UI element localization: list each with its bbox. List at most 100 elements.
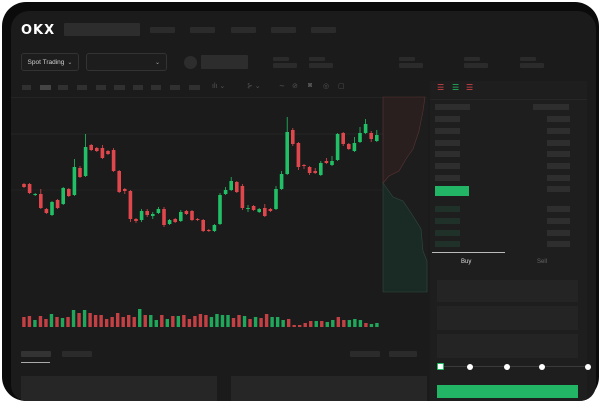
orderbook-header-amount [533,104,569,110]
slider-handle[interactable] [437,363,444,370]
timeframe-button[interactable] [22,85,31,90]
volume-bar [44,319,48,327]
volume-bar [209,317,214,327]
candle [235,181,239,193]
nav-item-1[interactable] [150,27,175,33]
bid-amount [547,241,570,247]
ask-price [435,116,460,122]
candle [347,143,351,150]
market-type-dropdown[interactable]: Spot Trading ⌄ [21,53,79,71]
candle-body [151,214,155,216]
nav-item-4[interactable] [271,27,296,33]
settings-icon[interactable]: ◎ [323,83,330,90]
candle-body [179,212,183,221]
timeframe-button[interactable] [96,85,106,90]
candle [184,210,189,215]
amount-input[interactable] [437,306,578,330]
wave-icon[interactable]: ∼ [279,83,285,90]
volume-bar [286,319,291,327]
filter-button[interactable] [350,351,380,357]
candle [156,207,161,214]
orderbook-buy-icon[interactable]: ☰ [452,83,460,92]
timeframe-button[interactable] [133,85,143,90]
stat-label [520,57,536,61]
volume-bar [314,321,318,327]
timeframe-button[interactable] [151,85,161,90]
orderbook-sell-icon[interactable]: ☰ [466,83,474,92]
candle-body [223,190,228,194]
fullscreen-icon[interactable]: ▢ [338,83,345,90]
timeframe-button[interactable] [170,85,180,90]
slider-track[interactable] [441,366,591,367]
candle-body [167,220,172,224]
slider-mark-75[interactable] [539,364,545,370]
candle [313,168,317,174]
volume-bar [309,321,313,327]
candlestick-chart[interactable] [11,11,431,341]
volume-bar [342,320,346,327]
candle-body [33,194,37,195]
ruler-icon[interactable]: ⊘ [292,83,298,90]
candle [274,186,278,210]
filter-button[interactable] [389,351,417,357]
ask-amount [547,175,570,181]
tab-indicator [21,362,50,363]
volume-bar [154,320,158,327]
slider-mark-50[interactable] [504,364,510,370]
candle [375,130,379,142]
search-bar[interactable] [64,23,140,36]
candle [22,183,26,188]
candle [251,205,256,211]
candle [302,164,306,169]
candle-body [319,163,323,175]
stat-value [520,63,544,68]
volume-bar [176,316,181,327]
candle [330,156,334,166]
app-screen: OKX Spot Trading ⌄ ⌄ ılı ⌄ ⊱ ⌄ ∼ ⊘ ◙ ◎ ▢ [11,11,596,401]
candle [111,148,116,172]
candle [268,208,273,212]
tab-buy[interactable]: Buy [461,259,472,265]
volume-bar [82,310,87,327]
tab-open-orders[interactable] [21,351,51,357]
timeframe-button-active[interactable] [40,85,51,90]
candle [190,210,194,221]
candle-body [268,209,273,211]
ask-amount [547,163,570,169]
okx-logo[interactable]: OKX [21,23,56,38]
candle-body [335,134,340,160]
volume-bar [325,322,329,327]
volume-bar [303,323,307,327]
timeframe-button[interactable] [189,85,200,90]
candle-body [229,181,233,190]
timeframe-button[interactable] [58,85,68,90]
volume-bar [160,315,164,327]
slider-mark-25[interactable] [467,364,473,370]
chevron-down-icon: ⌄ [154,59,160,66]
price-input[interactable] [437,280,578,302]
volume-bar [347,320,352,327]
candle [89,144,93,151]
camera-icon[interactable]: ◙ [308,82,313,89]
volume-bar [110,317,114,327]
orders-panel-left [21,376,217,401]
nav-item-3[interactable] [231,27,256,33]
candle [324,158,329,164]
tab-order-history[interactable] [62,351,92,357]
orderbook-both-icon[interactable]: ☰ [437,83,445,92]
pair-dropdown[interactable]: ⌄ [86,53,167,71]
draw-line-icon[interactable]: ⊱ ⌄ [247,83,261,90]
buy-button[interactable] [437,385,578,398]
total-input[interactable] [437,334,578,358]
stat-value [399,63,423,68]
slider-mark-100[interactable] [585,364,591,370]
candle-body [156,209,161,213]
nav-item-2[interactable] [190,27,215,33]
nav-item-5[interactable] [311,27,336,33]
tab-sell[interactable]: Sell [537,259,548,265]
timeframe-button[interactable] [77,85,87,90]
indicator-icon[interactable]: ılı ⌄ [212,83,226,90]
timeframe-button[interactable] [114,85,125,90]
candle-body [39,194,43,208]
ask-amount [547,140,570,146]
